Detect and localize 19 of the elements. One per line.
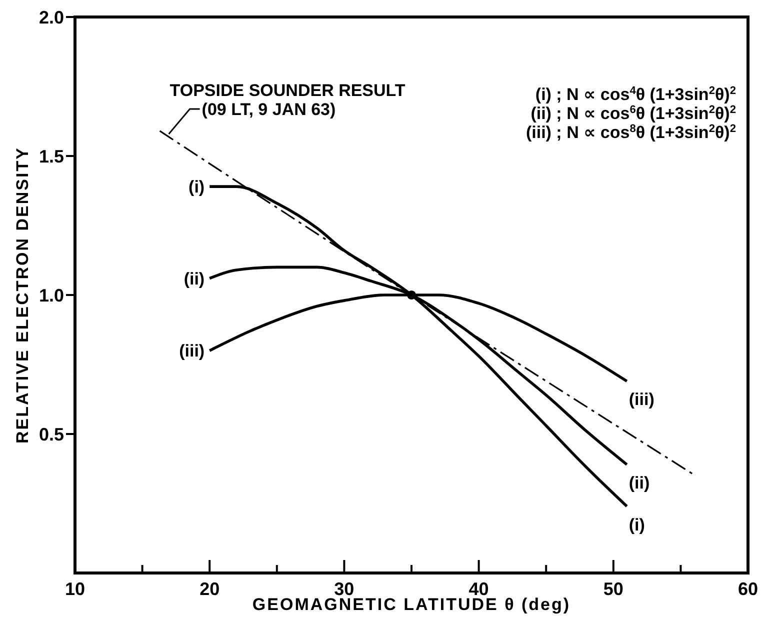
text: (ii) (628, 474, 650, 493)
y-tick-label: 0.5 (38, 424, 64, 444)
series-label: (iii) (179, 342, 205, 361)
text: (iii) (628, 390, 654, 410)
y-tick-label: 2.0 (38, 7, 64, 28)
x-tick-label: 60 (738, 579, 758, 599)
annotation: (i) ; N ∝ cos$^{4}$θ (1+3sin$^{2}$θ)$^{2}$ (535, 85, 736, 104)
y-axis-title: RELATIVE ELECTRON DENSITY (13, 146, 32, 444)
x-tick-label: 20 (200, 579, 220, 599)
series-label: (i) (188, 178, 205, 197)
x-tick-label: 50 (603, 579, 624, 599)
annotation: (iii) ; N ∝ cos$^{8}$θ (1+3sin$^{2}$θ)$^{2}$ (526, 123, 736, 142)
series-label: (ii) (184, 269, 205, 288)
y-tick-label: 1.5 (38, 146, 64, 166)
annotation: TOPSIDE SOUNDER RESULT (09 LT, 9 JAN 63) (170, 80, 406, 119)
y-tick-label: 1.0 (38, 285, 64, 306)
text: (i) (628, 515, 645, 534)
annotation: (ii) ; N ∝ cos$^{6}$θ (1+3sin$^{2}$θ)$^{2}$ (530, 104, 736, 123)
x-tick-label: 10 (64, 579, 86, 599)
